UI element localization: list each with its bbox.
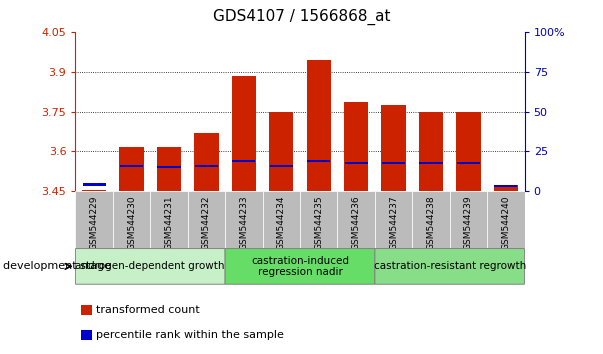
- FancyBboxPatch shape: [225, 249, 375, 284]
- Text: GSM544234: GSM544234: [277, 196, 286, 250]
- Bar: [225, 191, 262, 248]
- Text: GSM544237: GSM544237: [389, 196, 398, 250]
- FancyBboxPatch shape: [375, 249, 525, 284]
- Bar: [419, 112, 443, 191]
- Text: GSM544231: GSM544231: [165, 196, 174, 250]
- Text: castration-resistant regrowth: castration-resistant regrowth: [374, 261, 526, 272]
- Bar: [382, 105, 406, 191]
- Bar: [450, 191, 487, 248]
- Bar: [494, 184, 518, 191]
- Bar: [344, 102, 368, 191]
- Bar: [306, 60, 331, 191]
- Bar: [456, 112, 481, 191]
- Bar: [375, 191, 412, 248]
- Bar: [81, 305, 92, 315]
- Bar: [382, 162, 405, 164]
- Bar: [457, 162, 480, 164]
- Bar: [188, 191, 225, 248]
- Bar: [269, 112, 294, 191]
- Bar: [150, 191, 188, 248]
- Bar: [75, 191, 113, 248]
- Bar: [338, 191, 375, 248]
- Bar: [157, 147, 181, 191]
- Text: GSM544230: GSM544230: [127, 196, 136, 250]
- Text: GSM544229: GSM544229: [90, 196, 99, 250]
- Text: androgen-dependent growth: androgen-dependent growth: [75, 261, 225, 272]
- Bar: [307, 160, 330, 162]
- Text: GDS4107 / 1566868_at: GDS4107 / 1566868_at: [213, 9, 390, 25]
- Text: GSM544232: GSM544232: [202, 196, 211, 250]
- Text: castration-induced
regression nadir: castration-induced regression nadir: [251, 256, 349, 277]
- Bar: [344, 162, 368, 164]
- Bar: [194, 133, 218, 191]
- Bar: [195, 165, 218, 167]
- Bar: [262, 191, 300, 248]
- Bar: [420, 162, 443, 164]
- Bar: [119, 147, 144, 191]
- Text: GSM544236: GSM544236: [352, 196, 361, 250]
- Text: GSM544240: GSM544240: [501, 196, 510, 250]
- Bar: [232, 76, 256, 191]
- Bar: [113, 191, 150, 248]
- Bar: [82, 190, 106, 191]
- Bar: [270, 165, 293, 167]
- Bar: [81, 331, 92, 340]
- Bar: [487, 191, 525, 248]
- Text: GSM544235: GSM544235: [314, 196, 323, 250]
- Text: GSM544239: GSM544239: [464, 196, 473, 250]
- Text: GSM544238: GSM544238: [426, 196, 435, 250]
- Bar: [412, 191, 450, 248]
- Bar: [494, 185, 517, 187]
- Bar: [83, 183, 106, 185]
- Bar: [157, 166, 180, 169]
- Text: transformed count: transformed count: [96, 305, 200, 315]
- Text: GSM544233: GSM544233: [239, 196, 248, 250]
- Bar: [232, 160, 256, 162]
- Bar: [120, 165, 143, 167]
- Bar: [300, 191, 338, 248]
- Text: percentile rank within the sample: percentile rank within the sample: [96, 330, 283, 341]
- Text: development stage: development stage: [3, 261, 111, 272]
- FancyBboxPatch shape: [75, 249, 225, 284]
